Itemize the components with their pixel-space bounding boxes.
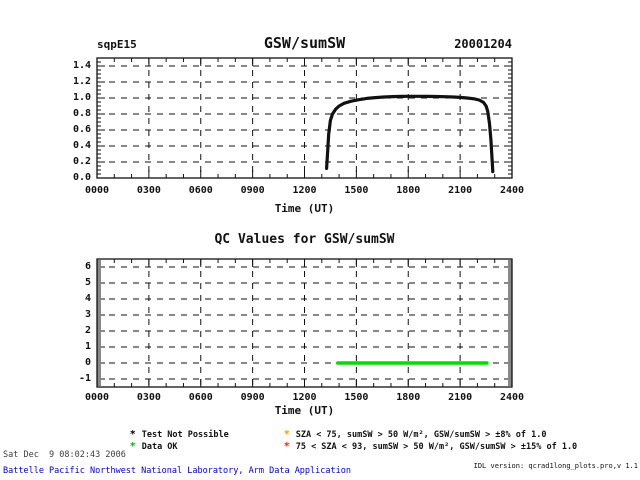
legend-item-test-not-possible: * Test Not Possible	[99, 419, 229, 450]
site-label: sqpE15	[97, 38, 137, 51]
version-info-block: IDL version: qcrad1long_plots.pro,v 1.1 …	[419, 446, 638, 480]
x-tick-label: 0000	[84, 185, 110, 196]
qc-plot-title: QC Values for GSW/sumSW	[214, 232, 395, 247]
y-tick-label: 0.0	[72, 172, 91, 183]
x-tick-label: 2100	[448, 185, 473, 196]
y-tick-label: 0	[84, 357, 91, 368]
asterisk-icon: *	[283, 429, 290, 440]
y-tick-label: 2	[84, 325, 91, 336]
x-tick-label: 0600	[188, 185, 213, 196]
x-tick-label: 0900	[240, 185, 265, 196]
legend-label: 75 < SZA < 93, sumSW > 50 W/m², GSW/sumS…	[295, 442, 578, 452]
plot-1	[96, 258, 513, 388]
asterisk-icon: *	[129, 441, 136, 452]
y-tick-label: 1.4	[72, 60, 91, 71]
asterisk-icon: *	[129, 429, 136, 440]
x-tick-label: 1800	[396, 392, 421, 403]
y-tick-label: 1	[84, 341, 91, 352]
x-tick-label: 1500	[344, 392, 369, 403]
y-tick-label: 3	[84, 309, 91, 320]
ratio-curve	[325, 94, 495, 174]
x-tick-label: 0000	[84, 392, 110, 403]
qc-legend: * Test Not Possible * Data OK * SZA < 75, s…	[0, 0, 640, 452]
y-tick-label: 1.2	[72, 76, 91, 87]
y-tick-label: 0.8	[72, 108, 91, 119]
y-tick-label: 0.4	[72, 140, 91, 151]
y-tick-label: 5	[84, 277, 91, 288]
y-tick-label: 0.2	[72, 156, 91, 167]
qc-plot-xlabel: Time (UT)	[274, 404, 335, 417]
legend-item-sza-93-limit: * 75 < SZA < 93, sumSW > 50 W/m², GSW/sum…	[253, 431, 577, 462]
x-tick-label: 1800	[396, 185, 421, 196]
legend-label: Data OK	[141, 442, 178, 452]
x-tick-label: 1500	[344, 185, 369, 196]
y-tick-label: 0.6	[72, 124, 91, 135]
asterisk-icon: *	[283, 441, 290, 452]
date-label: 20001204	[454, 37, 512, 51]
y-tick-label: 4	[84, 293, 91, 304]
creation-timestamp: Sat Dec 9 08:02:43 2006	[3, 450, 126, 460]
idl-version-line: IDL version: qcrad1long_plots.pro,v 1.1	[473, 462, 638, 470]
organization-label: Battelle Pacific Northwest National Labo…	[3, 466, 351, 476]
legend-label: SZA < 75, sumSW > 50 W/m², GSW/sumSW > ±…	[295, 430, 547, 440]
legend-item-sza-75-limit: * SZA < 75, sumSW > 50 W/m², GSW/sumSW > …	[253, 419, 547, 450]
x-tick-label: 2100	[448, 392, 473, 403]
x-tick-label: 0300	[136, 185, 161, 196]
x-tick-label: 0600	[188, 392, 213, 403]
x-tick-label: 2400	[499, 185, 525, 196]
x-tick-label: 1200	[292, 185, 317, 196]
legend-label: Test Not Possible	[141, 430, 229, 440]
x-tick-label: 2400	[499, 392, 525, 403]
y-tick-label: 1.0	[72, 92, 91, 103]
top-plot-xlabel: Time (UT)	[274, 202, 335, 215]
y-tick-label: 6	[84, 261, 91, 272]
x-tick-label: 1200	[292, 392, 317, 403]
plot-0	[96, 57, 513, 179]
x-tick-label: 0300	[136, 392, 161, 403]
top-plot-title: GSW/sumSW	[263, 34, 346, 52]
x-tick-label: 0900	[240, 392, 265, 403]
legend-item-data-ok: * Data OK	[99, 431, 178, 462]
y-tick-label: -1	[78, 373, 91, 384]
